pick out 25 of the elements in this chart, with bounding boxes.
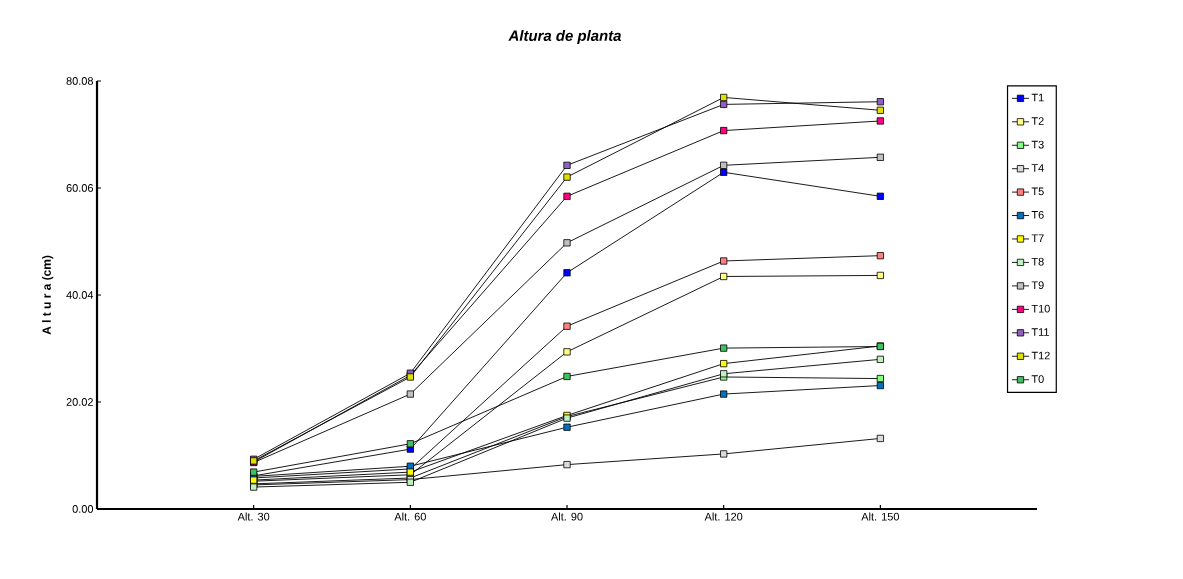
legend-label: T5 xyxy=(1031,187,1044,196)
legend-label: T6 xyxy=(1031,210,1044,219)
legend-label: T7 xyxy=(1031,234,1044,242)
legend-label: T8 xyxy=(1031,257,1044,266)
legend-label: T2 xyxy=(1031,117,1044,125)
legend-label: T11 xyxy=(1031,328,1049,336)
legend-label: T10 xyxy=(1031,304,1050,313)
legend-label: T3 xyxy=(1031,140,1044,149)
legend-label: T9 xyxy=(1031,281,1044,290)
chart-title: Altura de planta xyxy=(508,30,622,44)
x-tick-label: Alt. 60 xyxy=(394,512,426,521)
y-tick-label: 40.04 xyxy=(66,291,94,299)
legend-label: T0 xyxy=(1031,375,1044,383)
y-axis-title: A l t u r a (cm) xyxy=(42,255,54,335)
y-tick-label: 20.02 xyxy=(66,398,93,406)
x-tick-label: Alt. 120 xyxy=(704,512,743,521)
legend-label: T1 xyxy=(1031,93,1044,102)
y-tick-label: 80.08 xyxy=(66,77,93,85)
x-tick-label: Alt. 30 xyxy=(237,512,270,521)
y-tick-label: 60.06 xyxy=(66,184,93,192)
y-tick-label: 0.00 xyxy=(72,505,94,513)
legend-label: T12 xyxy=(1031,351,1050,360)
x-tick-label: Alt. 90 xyxy=(550,512,583,521)
x-tick-label: Alt. 150 xyxy=(861,512,899,521)
legend-label: T4 xyxy=(1031,164,1044,172)
